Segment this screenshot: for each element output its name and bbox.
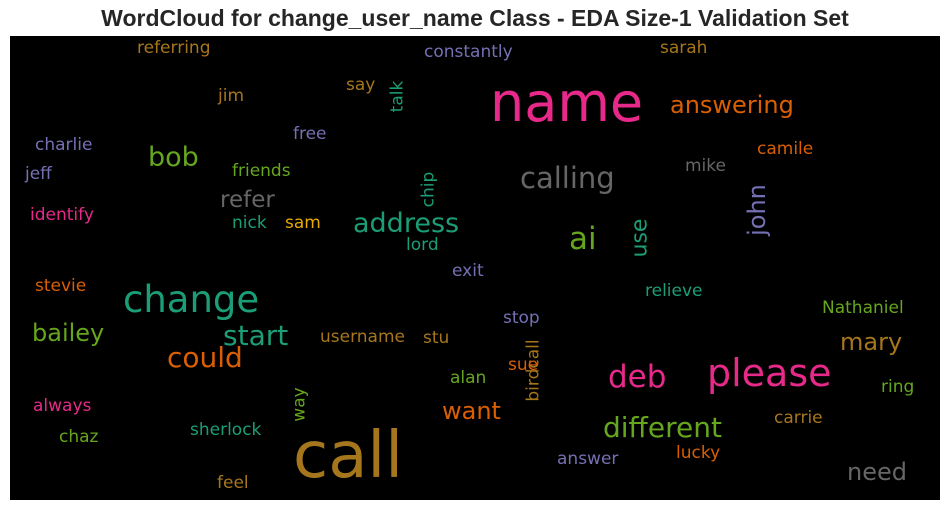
word-call: call: [293, 419, 403, 493]
word-relieve: relieve: [645, 281, 703, 301]
word-always: always: [33, 396, 92, 416]
word-mary: mary: [840, 328, 903, 356]
word-friends: friends: [232, 161, 291, 181]
word-change: change: [123, 278, 260, 321]
word-sam: sam: [285, 213, 321, 233]
word-stevie: stevie: [35, 276, 87, 296]
word-use: use: [626, 218, 652, 257]
word-referring: referring: [137, 38, 211, 58]
word-ring: ring: [881, 377, 915, 397]
word-chaz: chaz: [59, 427, 99, 447]
word-address: address: [353, 208, 460, 239]
word-carrie: carrie: [774, 408, 823, 428]
word-deb: deb: [608, 359, 667, 395]
word-ai: ai: [569, 221, 597, 257]
word-constantly: constantly: [424, 42, 513, 62]
word-talk: talk: [386, 80, 407, 112]
word-please: please: [707, 351, 832, 395]
word-jim: jim: [218, 86, 245, 106]
word-start: start: [223, 319, 289, 352]
word-stop: stop: [503, 308, 540, 328]
word-sarah: sarah: [660, 38, 708, 58]
word-answering: answering: [670, 91, 794, 119]
word-exit: exit: [452, 261, 484, 281]
word-different: different: [603, 411, 722, 444]
word-bob: bob: [148, 142, 199, 173]
word-way: way: [289, 386, 310, 422]
word-chip: chip: [417, 171, 438, 207]
word-identify: identify: [30, 205, 94, 225]
word-want: want: [442, 397, 501, 425]
word-calling: calling: [520, 161, 615, 195]
word-refer: refer: [220, 187, 275, 213]
word-could: could: [167, 341, 243, 374]
word-need: need: [847, 458, 907, 486]
word-answer: answer: [557, 449, 619, 469]
wordcloud-canvas: call name change please calling deb different a…: [10, 36, 940, 500]
word-bailey: bailey: [32, 319, 105, 347]
word-free: free: [293, 124, 327, 144]
word-john: john: [742, 184, 771, 236]
word-say: say: [346, 75, 376, 95]
word-sherlock: sherlock: [190, 420, 262, 440]
word-nathaniel: Nathaniel: [822, 298, 904, 318]
word-username: username: [320, 327, 405, 347]
chart-title: WordCloud for change_user_name Class - E…: [101, 5, 849, 31]
word-stu: stu: [423, 328, 450, 348]
word-sue: sue: [508, 355, 539, 375]
word-alan: alan: [450, 368, 487, 388]
word-lucky: lucky: [676, 443, 721, 463]
word-jeff: jeff: [25, 164, 52, 184]
word-camile: camile: [757, 139, 814, 159]
word-name: name: [490, 71, 644, 134]
word-nick: nick: [232, 213, 267, 233]
word-mike: mike: [685, 156, 726, 176]
word-feel: feel: [217, 473, 249, 493]
word-lord: lord: [406, 235, 439, 255]
word-charlie: charlie: [35, 135, 93, 155]
